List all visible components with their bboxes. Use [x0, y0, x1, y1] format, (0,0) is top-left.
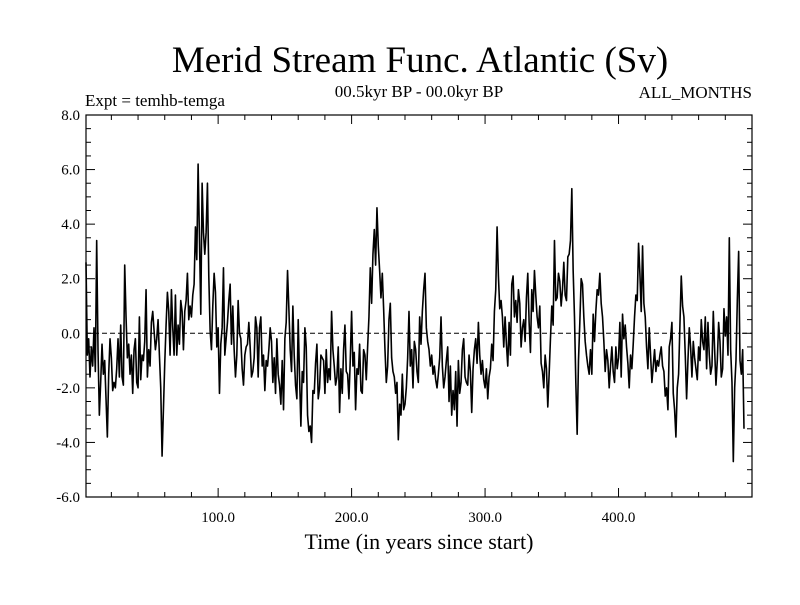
y-tick-label: 2.0 [61, 272, 80, 288]
y-tick-label: -4.0 [56, 435, 80, 451]
y-tick-label: 0.0 [61, 326, 80, 342]
x-tick-label: 200.0 [335, 510, 369, 526]
x-tick-label: 300.0 [468, 510, 502, 526]
x-axis-ticks: 100.0 200.0 300.0 400.0 [110, 115, 726, 526]
y-tick-label: -6.0 [56, 490, 80, 506]
y-tick-label: 8.0 [61, 108, 80, 124]
x-tick-label: 100.0 [201, 510, 235, 526]
x-axis-label: Time (in years since start) [305, 529, 534, 554]
y-tick-label: -2.0 [56, 381, 80, 397]
y-tick-label: 4.0 [61, 217, 80, 233]
plot-frame [85, 114, 753, 498]
y-axis-ticks: 8.0 6.0 4.0 2.0 0.0 -2.0 -4.0 -6.0 [56, 108, 752, 506]
chart-title: Merid Stream Func. Atlantic (Sv) [172, 40, 668, 81]
time-range-label: 00.5kyr BP - 00.0kyr BP [335, 82, 503, 101]
x-tick-label: 400.0 [602, 510, 636, 526]
months-label: ALL_MONTHS [639, 83, 752, 102]
series-line [85, 163, 745, 463]
y-tick-label: 6.0 [61, 163, 80, 179]
experiment-label: Expt = temhb-temga [85, 91, 225, 110]
